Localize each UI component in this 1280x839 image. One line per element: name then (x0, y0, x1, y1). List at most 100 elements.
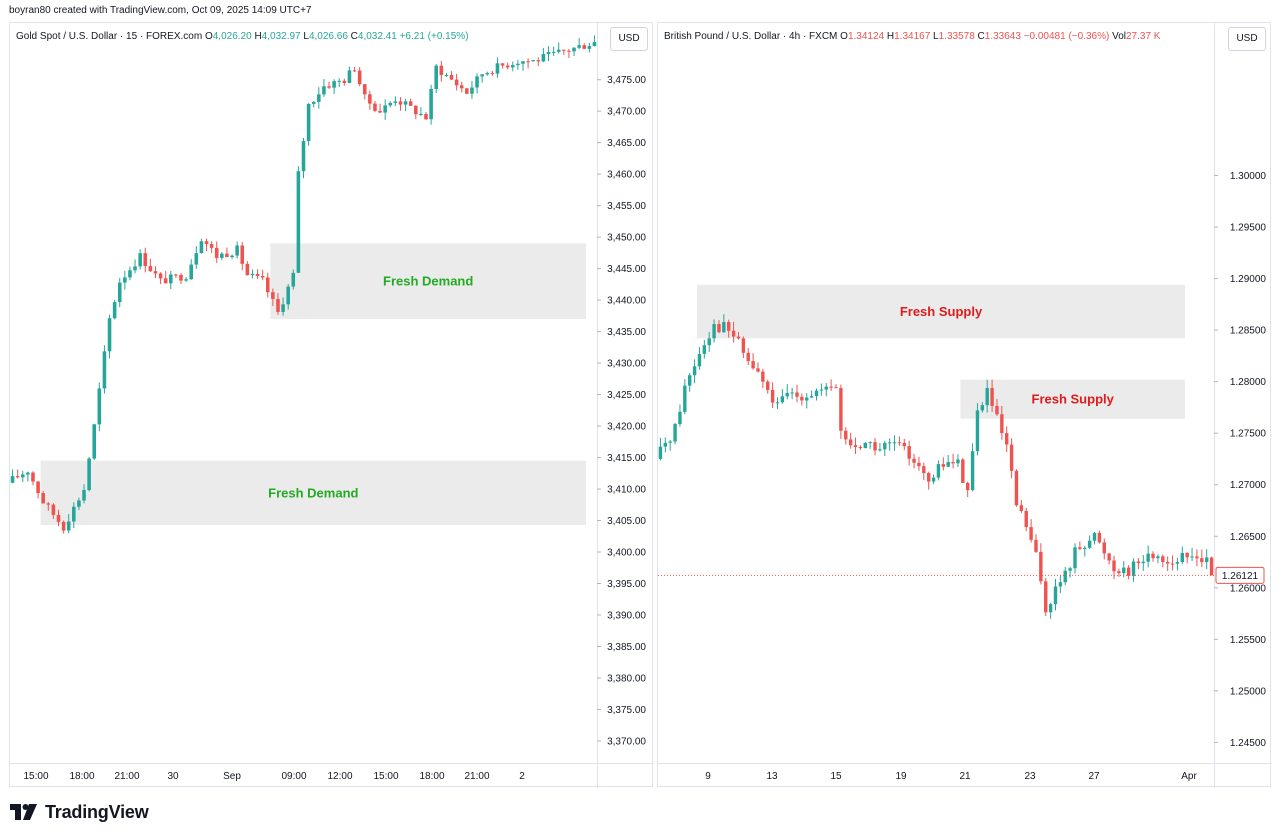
gbpusd-candlestick-chart[interactable]: 1.30000 1.29500 1.29000 1.28500 1.28000 1.275… (658, 23, 1272, 788)
candle-body (1161, 556, 1165, 562)
candle-body (956, 459, 960, 464)
candle (809, 390, 814, 399)
time-tick-label: 21 (959, 771, 971, 782)
candle-body (322, 86, 326, 95)
ohlc-value-h: 1.34167 (894, 31, 931, 42)
price-tick-label: 3,395.00 (607, 579, 646, 590)
candle-body (878, 449, 882, 451)
candles (10, 35, 597, 534)
candle-body (505, 65, 510, 68)
gold-currency-button[interactable]: USD (610, 27, 648, 51)
candle (961, 457, 965, 484)
candle (536, 57, 541, 66)
candle (454, 73, 459, 91)
price-tick-label: 3,375.00 (607, 705, 646, 716)
candle (951, 453, 955, 469)
candle (444, 72, 449, 78)
ohlc-value-vol: 27.37 K (1126, 31, 1161, 42)
candle (897, 436, 902, 446)
candle-body (87, 458, 91, 491)
candle (26, 471, 30, 482)
candle-body (912, 458, 916, 463)
candle-body (414, 105, 418, 115)
candle-body (1112, 560, 1116, 572)
candle-body (931, 477, 936, 482)
candle (582, 43, 587, 49)
candle (766, 379, 770, 394)
candle-body (123, 277, 127, 283)
candle-body (31, 472, 35, 482)
candle (352, 67, 357, 73)
tradingview-logo[interactable]: TradingView (10, 801, 149, 823)
candle (357, 67, 362, 87)
candle (214, 241, 219, 263)
candle-body (97, 388, 102, 425)
candle-body (536, 60, 541, 62)
time-tick-label: 18:00 (419, 771, 444, 782)
candle-body (572, 47, 576, 52)
candle-body (800, 396, 804, 401)
candle-body (332, 81, 336, 88)
candle-body (546, 52, 551, 54)
candle-body (1097, 532, 1102, 543)
candle (1014, 469, 1019, 507)
candle-body (892, 442, 897, 444)
candle-body (917, 462, 921, 467)
gold-candlestick-chart[interactable]: 3,475.00 3,470.00 3,465.00 3,460.00 3,455.00… (10, 23, 654, 788)
candle-body (858, 446, 863, 449)
candle-body (138, 253, 142, 267)
candle-body (829, 386, 833, 388)
time-tick-label: Sep (223, 771, 241, 782)
candle-body (1083, 547, 1087, 550)
zone-label: Fresh Supply (1032, 392, 1115, 407)
candle (184, 276, 188, 282)
candle (873, 437, 877, 456)
last-price-badge (1215, 566, 1265, 584)
candle (1209, 556, 1214, 576)
price-tick-label: 1.24500 (1230, 738, 1267, 749)
candle-body (897, 442, 902, 444)
candle-body (1014, 470, 1019, 506)
candle-body (887, 442, 892, 444)
candle-body (250, 273, 255, 276)
time-tick-label: 21:00 (114, 771, 139, 782)
candle-body (327, 86, 331, 88)
candle (1131, 558, 1136, 582)
candle-body (582, 45, 587, 49)
candle (347, 66, 352, 84)
candle-body (1170, 563, 1175, 565)
ohlc-key-h: H (251, 31, 262, 42)
candle (20, 470, 25, 482)
candle (839, 384, 843, 439)
gbpusd-currency-button[interactable]: USD (1228, 27, 1266, 51)
candle-body (240, 245, 245, 264)
gbpusd-chart-pane[interactable]: British Pound / U.S. Dollar · 4h · FXCM … (657, 22, 1272, 788)
candle-body (1029, 527, 1033, 540)
candle (31, 471, 35, 486)
candle (907, 440, 911, 466)
candle-body (975, 410, 980, 452)
candle (1087, 535, 1092, 550)
candle (663, 437, 668, 453)
candle-body (434, 65, 438, 89)
candle (133, 259, 137, 274)
candle-body (883, 442, 887, 450)
candle-body (408, 101, 413, 106)
candle (526, 58, 530, 69)
gold-chart-pane[interactable]: Gold Spot / U.S. Dollar · 15 · FOREX.com… (9, 22, 654, 788)
candle-body (577, 45, 581, 48)
candle (301, 138, 306, 179)
candle-body (368, 94, 372, 104)
candle (1200, 549, 1204, 568)
candle-body (271, 292, 275, 299)
candle-body (311, 101, 316, 104)
candle-body (722, 321, 726, 333)
price-tick-label: 1.26000 (1230, 583, 1267, 594)
candle-body (868, 442, 872, 444)
candle-body (184, 279, 188, 281)
candle (337, 78, 342, 87)
candle (225, 247, 229, 258)
candle-body (265, 277, 270, 293)
candle (592, 35, 597, 47)
candle (965, 481, 970, 498)
